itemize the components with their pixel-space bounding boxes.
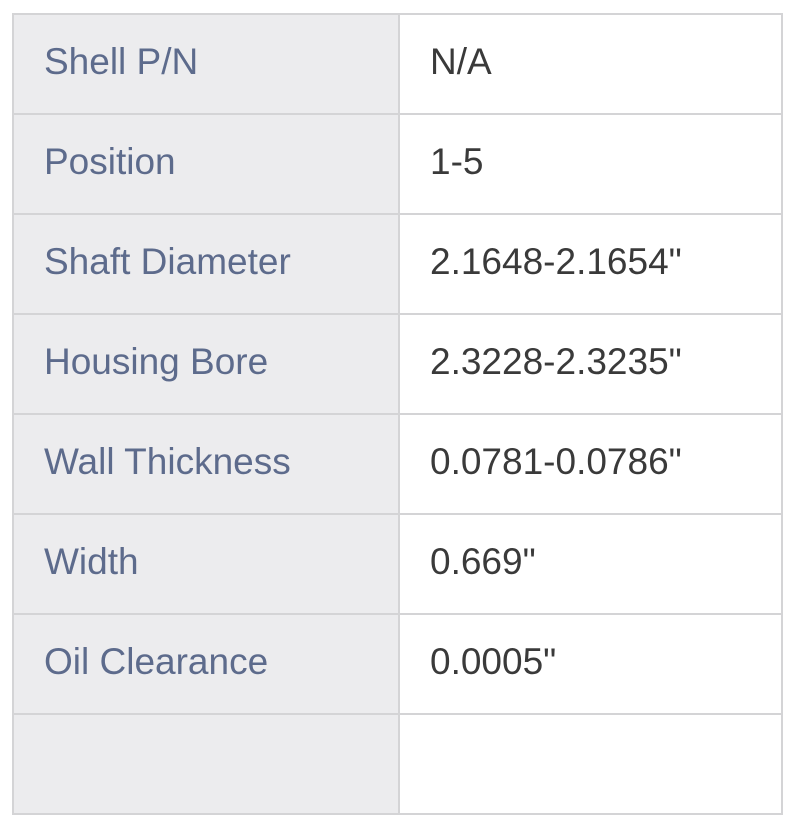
table-row-partial [12, 713, 783, 815]
spec-label: Housing Bore [12, 313, 400, 415]
spec-label: Oil Clearance [12, 613, 400, 715]
table-row: Position 1-5 [12, 113, 783, 215]
spec-value: 2.3228-2.3235" [398, 313, 783, 415]
spec-value: 0.0781-0.0786" [398, 413, 783, 515]
spec-value: N/A [398, 13, 783, 115]
table-row: Oil Clearance 0.0005" [12, 613, 783, 715]
table-row: Housing Bore 2.3228-2.3235" [12, 313, 783, 415]
spec-label: Wall Thickness [12, 413, 400, 515]
specs-table: Shell P/N N/A Position 1-5 Shaft Diameter 2.1… [12, 13, 783, 815]
spec-value: 1-5 [398, 113, 783, 215]
spec-label: Position [12, 113, 400, 215]
spec-label: Shell P/N [12, 13, 400, 115]
table-row: Shaft Diameter 2.1648-2.1654" [12, 213, 783, 315]
table-row: Width 0.669" [12, 513, 783, 615]
table-row: Shell P/N N/A [12, 13, 783, 115]
table-row: Wall Thickness 0.0781-0.0786" [12, 413, 783, 515]
spec-value: 2.1648-2.1654" [398, 213, 783, 315]
spec-label: Width [12, 513, 400, 615]
spec-label: Shaft Diameter [12, 213, 400, 315]
spec-value: 0.0005" [398, 613, 783, 715]
spec-value: 0.669" [398, 513, 783, 615]
